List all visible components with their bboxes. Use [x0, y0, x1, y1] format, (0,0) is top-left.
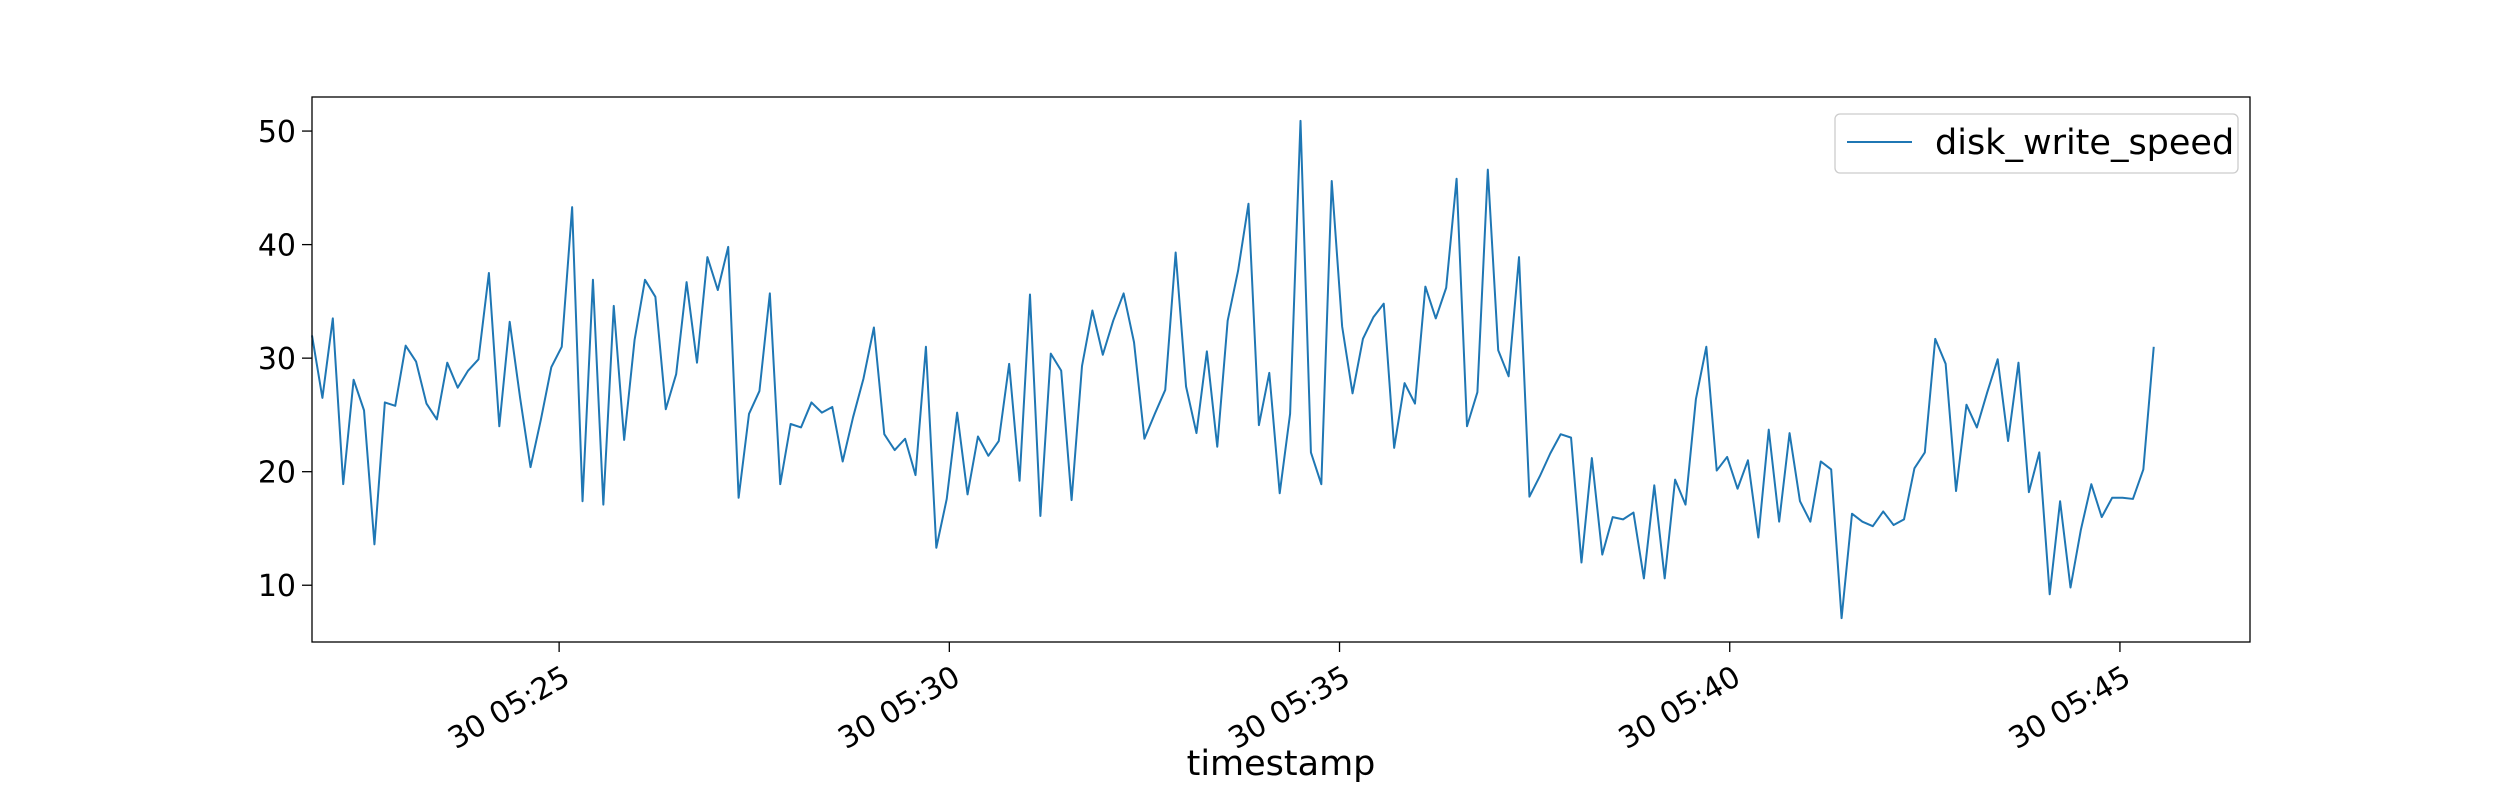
y-tick-label: 30	[258, 342, 296, 377]
y-tick-label: 10	[258, 569, 296, 604]
x-tick-label: 30 05:45	[2003, 659, 2137, 756]
plot-area	[312, 97, 2250, 642]
x-axis-ticks: 30 05:25 30 05:30 30 05:35 30 05:40 30 05:45	[442, 642, 2137, 757]
legend-box	[1834, 113, 2239, 174]
y-tick-label: 40	[258, 229, 296, 264]
x-tick-label: 30 05:35	[1223, 659, 1357, 756]
series-line-disk-write-speed	[311, 119, 2155, 620]
series-layer	[311, 119, 2155, 620]
plot-frame	[311, 96, 2251, 643]
x-tick-label: 30 05:25	[442, 659, 576, 756]
y-tick-label: 50	[258, 115, 296, 150]
legend[interactable]: disk_write_speed	[1834, 113, 2239, 174]
x-tick-label: 30 05:40	[1613, 659, 1747, 756]
y-tick-label: 20	[258, 456, 296, 491]
x-tick-label: 30 05:30	[832, 659, 966, 756]
legend-label: disk_write_speed	[1935, 123, 2234, 163]
y-axis-ticks: 10 20 30 40 50	[258, 115, 312, 604]
x-axis-label: timestamp	[1187, 744, 1376, 784]
